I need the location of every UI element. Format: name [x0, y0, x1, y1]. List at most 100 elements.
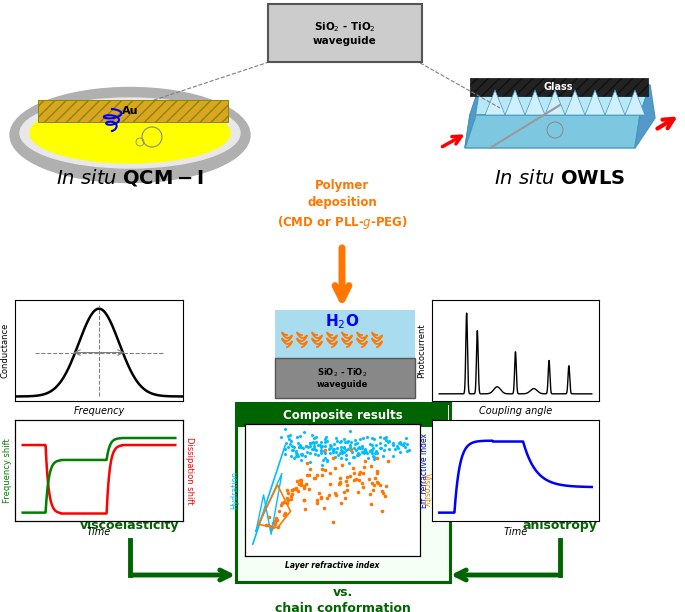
Point	[265, 521, 276, 531]
Point	[336, 449, 347, 458]
Point	[287, 445, 298, 455]
Point	[334, 437, 345, 447]
Point	[388, 450, 399, 460]
Point	[267, 518, 278, 528]
Point	[362, 453, 373, 463]
Point	[364, 439, 375, 449]
Point	[329, 444, 340, 453]
Point	[399, 442, 410, 452]
Point	[345, 444, 356, 454]
Point	[341, 485, 352, 495]
Point	[384, 444, 395, 454]
Point	[282, 485, 292, 494]
Point	[387, 439, 398, 449]
Point	[347, 463, 358, 472]
Point	[312, 496, 323, 506]
Point	[336, 498, 347, 507]
Point	[299, 504, 310, 514]
Ellipse shape	[10, 88, 250, 182]
Point	[338, 447, 349, 457]
Bar	[38, 100, 228, 122]
Point	[366, 499, 377, 509]
Point	[297, 450, 308, 460]
Point	[346, 445, 357, 455]
Point	[325, 440, 336, 450]
Point	[371, 477, 382, 487]
Point	[316, 446, 327, 455]
Point	[305, 438, 316, 448]
Point	[308, 444, 319, 454]
Point	[338, 442, 349, 452]
Point	[369, 454, 380, 464]
Polygon shape	[625, 90, 645, 115]
Point	[299, 496, 310, 506]
Ellipse shape	[20, 98, 240, 168]
Point	[286, 441, 297, 451]
Point	[319, 465, 330, 475]
Point	[285, 430, 296, 439]
Point	[371, 446, 382, 456]
Point	[313, 440, 324, 450]
Point	[323, 444, 334, 454]
Point	[369, 480, 379, 490]
Point	[329, 488, 340, 498]
Point	[315, 437, 326, 447]
Bar	[275, 310, 415, 360]
Point	[358, 447, 369, 457]
Point	[342, 472, 353, 482]
Point	[368, 485, 379, 495]
Point	[319, 438, 330, 447]
Point	[308, 437, 319, 447]
Point	[299, 483, 310, 493]
Point	[359, 456, 370, 466]
Point	[389, 444, 400, 454]
Point	[345, 426, 356, 436]
Point	[295, 475, 306, 485]
Point	[299, 481, 310, 491]
Point	[270, 516, 281, 526]
FancyBboxPatch shape	[236, 403, 450, 582]
Point	[340, 445, 351, 455]
Point	[356, 447, 367, 457]
Point	[278, 497, 289, 507]
Point	[303, 442, 314, 452]
Point	[262, 520, 273, 529]
Point	[357, 478, 368, 488]
Point	[280, 438, 291, 448]
Polygon shape	[565, 90, 585, 115]
Polygon shape	[465, 115, 640, 148]
Point	[322, 456, 333, 466]
Point	[384, 436, 395, 446]
Point	[286, 488, 297, 498]
Point	[368, 452, 379, 462]
Point	[363, 474, 374, 483]
X-axis label: Layer refractive index: Layer refractive index	[286, 561, 379, 570]
Point	[358, 468, 369, 477]
Point	[292, 452, 303, 461]
Point	[281, 493, 292, 502]
Point	[286, 494, 297, 504]
Point	[343, 458, 354, 468]
Point	[380, 431, 391, 441]
Point	[313, 488, 324, 498]
Polygon shape	[470, 85, 650, 115]
Y-axis label: Dissipation shift: Dissipation shift	[185, 437, 194, 505]
Point	[369, 434, 379, 444]
Point	[349, 439, 360, 449]
Point	[287, 446, 298, 455]
Point	[301, 471, 312, 480]
Point	[282, 499, 292, 509]
Point	[293, 479, 304, 489]
Point	[360, 446, 371, 455]
Point	[316, 460, 327, 470]
Point	[401, 439, 412, 449]
Point	[279, 510, 290, 520]
Point	[364, 488, 375, 498]
Point	[349, 452, 360, 462]
Point	[334, 478, 345, 488]
Point	[353, 449, 364, 459]
Point	[388, 439, 399, 449]
Point	[362, 448, 373, 458]
Point	[288, 442, 299, 452]
Polygon shape	[605, 90, 625, 115]
